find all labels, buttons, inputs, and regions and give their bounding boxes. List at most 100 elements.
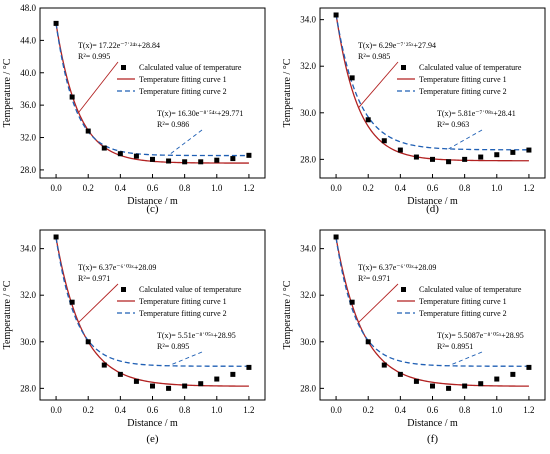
panel-caption: (d)	[426, 203, 439, 215]
legend-label-calc: Calculated value of temperature	[139, 285, 242, 294]
data-point	[182, 159, 188, 165]
data-point	[198, 159, 204, 165]
data-point	[381, 138, 387, 144]
y-axis-label: Temperature / °C	[282, 58, 293, 127]
y-tick-label: 34.0	[300, 15, 316, 25]
data-point	[365, 117, 371, 123]
x-axis-label: Distance / m	[127, 196, 178, 207]
data-point	[365, 339, 371, 345]
x-tick-label: 1.2	[523, 405, 534, 415]
legend-label-curve1: Temperature fitting curve 1	[139, 75, 227, 84]
x-tick-label: 0.0	[330, 183, 342, 193]
fit-2-equation: T(x)= 16.30e⁻⁸˙⁵⁴ˣ+29.771	[157, 109, 243, 118]
y-tick-label: 32.0	[300, 61, 316, 71]
data-point	[85, 128, 91, 134]
x-axis-label: Distance / m	[127, 418, 178, 429]
y-tick-label: 28.0	[300, 383, 316, 393]
fit-1-r2: R²= 0.971	[358, 274, 390, 283]
fit-curve-2	[335, 14, 529, 151]
data-point	[349, 75, 355, 81]
y-tick-label: 28.0	[300, 154, 316, 164]
fit-2-r2: R²= 0.986	[157, 120, 189, 129]
x-axis-label: Distance / m	[407, 196, 458, 207]
data-point	[198, 381, 204, 387]
fit-1-r2: R²= 0.995	[78, 52, 110, 61]
fit-1-equation: T(x)= 6.37e⁻⁶˙⁰³ˣ+28.09	[358, 263, 436, 272]
y-tick-label: 30.0	[20, 337, 36, 347]
annotation-1-bg	[356, 260, 456, 286]
data-point	[53, 234, 59, 240]
data-point	[430, 383, 435, 389]
annotation-2-bg	[155, 328, 263, 354]
panel-caption: (f)	[427, 433, 438, 445]
data-point	[85, 339, 91, 345]
y-tick-label: 34.0	[20, 244, 36, 254]
annotation-2-bg	[435, 328, 543, 354]
data-point	[246, 152, 252, 158]
fit-2-equation: T(x)= 5.81e⁻⁷˙⁰⁸ˣ+28.41	[437, 109, 516, 118]
x-tick-label: 1.0	[491, 183, 503, 193]
x-tick-label: 0.2	[83, 183, 94, 193]
data-point	[413, 378, 419, 384]
data-point	[150, 383, 155, 389]
fit-1-leader	[358, 283, 399, 323]
x-tick-label: 0.8	[459, 405, 471, 415]
y-axis-label: Temperature / °C	[2, 280, 13, 349]
x-tick-label: 0.2	[363, 405, 374, 415]
data-point	[246, 364, 252, 370]
data-point	[182, 383, 188, 389]
data-point	[166, 385, 172, 391]
panel-caption: (e)	[146, 433, 159, 445]
fit-2-leader	[448, 129, 483, 150]
x-tick-label: 0.2	[83, 405, 94, 415]
x-tick-label: 0.8	[179, 405, 191, 415]
x-tick-label: 0.0	[50, 183, 62, 193]
data-point	[333, 234, 339, 240]
data-point	[381, 362, 387, 368]
data-point	[214, 376, 220, 382]
legend-label-calc: Calculated value of temperature	[419, 63, 522, 72]
data-point	[53, 20, 59, 26]
x-tick-label: 0.4	[115, 405, 127, 415]
fit-2-leader	[168, 129, 203, 156]
data-point	[462, 156, 468, 162]
fit-2-r2: R²= 0.963	[437, 120, 469, 129]
legend-label-curve2: Temperature fitting curve 2	[139, 87, 227, 96]
y-tick-label: 28.0	[20, 383, 36, 393]
data-point	[69, 94, 75, 100]
data-point	[494, 376, 500, 382]
y-tick-label: 40.0	[20, 68, 36, 78]
y-tick-label: 32.0	[20, 290, 36, 300]
x-tick-label: 1.0	[211, 405, 223, 415]
legend-label-calc: Calculated value of temperature	[139, 63, 242, 72]
chart-panel-e: 0.0 0.2 0.4 0.6 0.8 1.0 1.2 28.0 30.0 32.0 34.0 Dis…	[2, 229, 266, 445]
fit-2-r2: R²= 0.8951	[437, 342, 473, 351]
chart-panel-d: 0.0 0.2 0.4 0.6 0.8 1.0 1.2 28.0 30.0 32.0 34.0 Dis…	[282, 7, 546, 215]
annotation-1-bg	[76, 260, 176, 286]
y-axis-label: Temperature / °C	[2, 58, 13, 127]
fit-1-leader	[78, 61, 119, 113]
y-tick-label: 36.0	[20, 100, 36, 110]
data-point	[397, 371, 403, 377]
fit-1-leader	[358, 61, 399, 108]
annotation-2-bg	[435, 106, 543, 132]
x-tick-label: 0.8	[459, 183, 471, 193]
data-point	[117, 151, 123, 157]
data-point	[150, 156, 155, 162]
x-tick-label: 0.0	[50, 405, 62, 415]
data-point	[117, 371, 123, 377]
y-tick-label: 48.0	[20, 3, 36, 13]
x-tick-label: 1.0	[211, 183, 223, 193]
data-point	[230, 371, 236, 377]
fit-2-equation: T(x)= 5.5087e⁻⁸˙⁰⁵ˣ+28.95	[437, 331, 524, 340]
fit-1-equation: T(x)= 6.29e⁻⁷˙²⁵ˣ+27.94	[358, 41, 436, 50]
annotation-1-bg	[76, 38, 176, 64]
legend-label-curve2: Temperature fitting curve 2	[139, 309, 227, 318]
legend-marker-calc	[121, 65, 126, 70]
x-tick-label: 0.0	[330, 405, 342, 415]
annotation-2-bg	[155, 106, 263, 132]
y-tick-label: 30.0	[300, 337, 316, 347]
x-tick-label: 0.8	[179, 183, 191, 193]
data-point	[349, 299, 355, 305]
